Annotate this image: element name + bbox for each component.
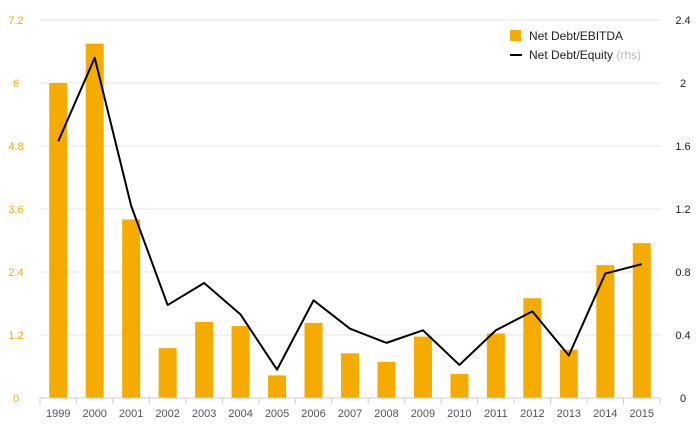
bar	[85, 43, 104, 398]
bar	[523, 298, 542, 398]
left-axis-tick-label: 0	[13, 393, 19, 405]
bar	[486, 333, 505, 398]
bar	[122, 219, 141, 398]
bar-series	[49, 43, 651, 398]
x-axis-tick-label: 2012	[520, 408, 544, 420]
legend-label-line-suffix: (rhs)	[616, 48, 641, 62]
x-axis-tick-label: 2003	[192, 408, 216, 420]
bar	[341, 353, 359, 398]
x-axis-tick-label: 2010	[447, 408, 471, 420]
x-axis-tick-label: 2009	[411, 408, 435, 420]
bar	[450, 373, 469, 398]
legend-label-line-name: Net Debt/Equity	[529, 48, 613, 62]
x-axis-tick-label: 2002	[155, 408, 179, 420]
line-series	[57, 56, 643, 371]
left-axis-tick-label: 1.2	[8, 330, 23, 342]
bar	[195, 321, 214, 398]
x-axis-tick-label: 2014	[593, 408, 617, 420]
x-axis-tick-label: 2015	[630, 408, 654, 420]
right-axis-tick-label: 1.2	[675, 204, 690, 216]
axes: 0 1.2 2.4 3.6 4.8 6 7.2 0 0.4 0.8 1.2 1.6 2 2.4 1999 20…	[8, 15, 690, 420]
x-axis-tick-label: 2008	[374, 408, 398, 420]
bar	[559, 349, 578, 398]
legend: Net Debt/EBITDA Net Debt/Equity (rhs)	[510, 29, 641, 62]
left-axis-tick-label: 3.6	[8, 204, 23, 216]
bar	[268, 375, 287, 398]
legend-label-bar: Net Debt/EBITDA	[529, 29, 623, 43]
bar	[413, 336, 432, 398]
right-axis-tick-label: 2.4	[675, 15, 690, 27]
right-axis-tick-label: 1.6	[675, 141, 690, 153]
x-axis-tick-label: 2004	[228, 408, 252, 420]
legend-swatch-bar	[510, 30, 521, 41]
bar	[377, 361, 396, 398]
grid-lines	[40, 19, 660, 399]
x-axis-tick-label: 2011	[484, 408, 508, 420]
bar	[304, 322, 323, 398]
right-axis-tick-label: 2	[680, 78, 686, 90]
x-axis-tick-label: 2013	[557, 408, 581, 420]
legend-label-line: Net Debt/Equity (rhs)	[529, 48, 641, 62]
x-axis-tick-label: 2000	[82, 408, 106, 420]
bar	[632, 243, 651, 398]
line-path	[57, 56, 643, 371]
x-axis-tick-label: 1999	[46, 408, 70, 420]
bar	[596, 265, 615, 398]
left-axis-tick-label: 6	[13, 78, 19, 90]
bar	[158, 348, 177, 398]
bar	[231, 326, 250, 398]
left-axis-tick-label: 2.4	[8, 267, 23, 279]
bar	[49, 83, 68, 398]
right-axis-tick-label: 0.8	[675, 267, 690, 279]
left-axis-tick-label: 7.2	[8, 15, 23, 27]
x-axis-tick-label: 2005	[265, 408, 289, 420]
left-axis-tick-label: 4.8	[8, 141, 23, 153]
right-axis-tick-label: 0	[680, 393, 686, 405]
x-axis-tick-label: 2007	[338, 408, 362, 420]
right-axis-tick-label: 0.4	[675, 330, 690, 342]
x-axis-tick-label: 2006	[301, 408, 325, 420]
x-axis-tick-label: 2001	[119, 408, 143, 420]
